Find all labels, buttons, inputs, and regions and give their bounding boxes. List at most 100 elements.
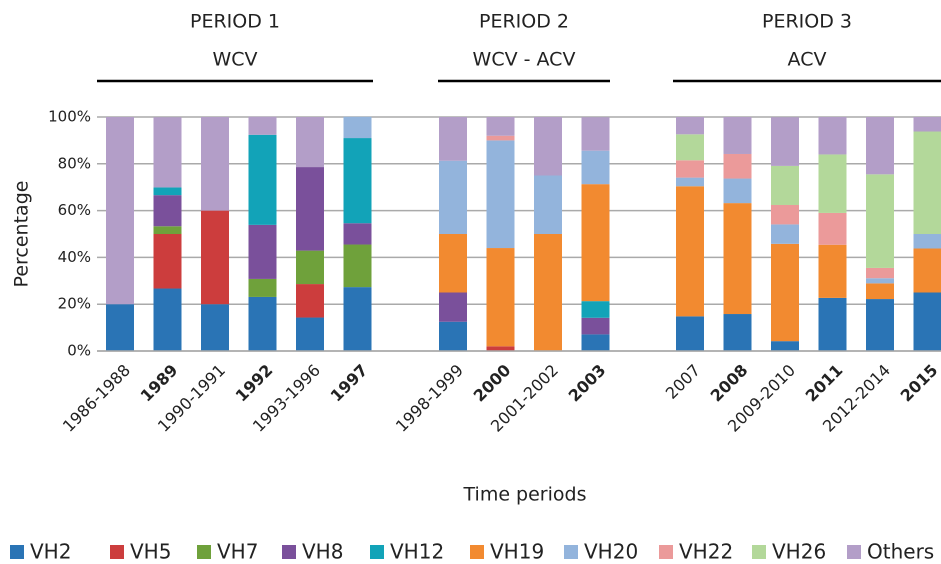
- bar-segment: [913, 117, 941, 132]
- bar-segment: [534, 234, 562, 351]
- legend-swatch: [370, 545, 384, 559]
- legend-swatch: [564, 545, 578, 559]
- legend-label: VH7: [217, 540, 258, 564]
- bar-segment: [153, 226, 182, 234]
- legend-label: VH2: [30, 540, 71, 564]
- bar-segment: [153, 187, 182, 196]
- bar-segment: [866, 278, 894, 284]
- bar-segment: [771, 204, 799, 225]
- x-tick-label: 1997: [327, 361, 372, 406]
- x-tick-label: 1989: [137, 361, 182, 406]
- legend-swatch: [847, 545, 861, 559]
- bar-segment: [343, 287, 372, 351]
- bar-segment: [723, 178, 752, 204]
- bar-segment: [818, 212, 847, 245]
- legend-swatch: [752, 545, 766, 559]
- x-tick-label: 1998-1999: [392, 361, 467, 436]
- group-subtitle: WCV - ACV: [473, 49, 576, 71]
- bar-segment: [296, 117, 324, 168]
- bar-segment: [913, 292, 941, 351]
- x-tick-label: 1986-1988: [59, 361, 134, 436]
- y-tick-label: 40%: [58, 248, 91, 266]
- bar-segment: [248, 224, 277, 279]
- legend-swatch: [110, 545, 124, 559]
- bar-segment: [439, 234, 467, 293]
- bar-segment: [771, 224, 799, 244]
- x-tick-label: 2015: [897, 361, 941, 406]
- bar-segment: [439, 292, 467, 322]
- legend-label: VH26: [772, 540, 826, 564]
- x-tick-label: 2011: [802, 361, 847, 406]
- y-axis-title: Percentage: [11, 181, 33, 288]
- bar-segment: [201, 117, 229, 211]
- bar-segment: [153, 288, 182, 351]
- legend-swatch: [470, 545, 484, 559]
- bar-segment: [771, 165, 799, 205]
- bar-segment: [106, 304, 134, 351]
- legend-label: VH8: [302, 540, 343, 564]
- bar-segment: [343, 223, 372, 245]
- bar-segment: [296, 167, 324, 251]
- bar-segment: [771, 117, 799, 166]
- bar-segment: [486, 346, 515, 351]
- bar-segment: [676, 186, 704, 317]
- bar-segment: [818, 154, 847, 213]
- bar-segment: [676, 134, 704, 161]
- bar-segment: [153, 117, 182, 188]
- x-tick-label: 2003: [565, 361, 610, 406]
- bar-segment: [581, 317, 610, 335]
- bar-segment: [676, 117, 704, 135]
- bar-segment: [723, 203, 752, 315]
- bar-segment: [534, 117, 562, 176]
- bar-segment: [201, 210, 229, 305]
- bar-segment: [723, 153, 752, 179]
- x-tick-label: 2007: [662, 361, 704, 403]
- x-tick-label: 2008: [707, 361, 752, 406]
- group-title: PERIOD 1: [190, 11, 280, 33]
- bar-segment: [486, 248, 515, 347]
- legend-label: VH22: [679, 540, 733, 564]
- bar-segment: [866, 117, 894, 175]
- bar-segment: [818, 244, 847, 298]
- legend-label: VH20: [584, 540, 638, 564]
- bar-segment: [866, 267, 894, 279]
- group-subtitle: ACV: [788, 49, 827, 71]
- bar-segment: [771, 341, 799, 351]
- bar-segment: [486, 117, 515, 136]
- legend-swatch: [197, 545, 211, 559]
- bar-segment: [676, 316, 704, 351]
- bar-segment: [248, 278, 277, 297]
- bar-segment: [866, 174, 894, 268]
- bar-segment: [913, 248, 941, 293]
- legend-label: VH19: [490, 540, 544, 564]
- x-tick-label: 2000: [470, 361, 515, 406]
- bar-segment: [153, 234, 182, 289]
- legend-swatch: [659, 545, 673, 559]
- x-tick-label: 1992: [232, 361, 277, 406]
- group-title: PERIOD 2: [479, 11, 569, 33]
- bar-segment: [581, 184, 610, 302]
- bar-segment: [913, 234, 941, 249]
- bar-segment: [818, 297, 847, 351]
- legend-swatch: [10, 545, 24, 559]
- bar-segment: [248, 296, 277, 351]
- bar-segment: [818, 117, 847, 155]
- x-axis-title: Time periods: [463, 484, 587, 506]
- bar-segment: [581, 117, 610, 151]
- bar-segment: [439, 160, 467, 234]
- bar-segment: [676, 160, 704, 178]
- bar-segment: [676, 177, 704, 187]
- bar-segment: [296, 250, 324, 285]
- bar-segment: [296, 284, 324, 318]
- legend-label: VH12: [390, 540, 444, 564]
- bar-segment: [913, 131, 941, 234]
- bar-segment: [723, 314, 752, 351]
- bar-segment: [534, 175, 562, 234]
- bar-segment: [581, 301, 610, 318]
- bar-segment: [153, 195, 182, 227]
- bar-segment: [866, 283, 894, 300]
- legend-label: VH5: [130, 540, 171, 564]
- bar-segment: [486, 135, 515, 141]
- y-tick-label: 0%: [67, 342, 91, 360]
